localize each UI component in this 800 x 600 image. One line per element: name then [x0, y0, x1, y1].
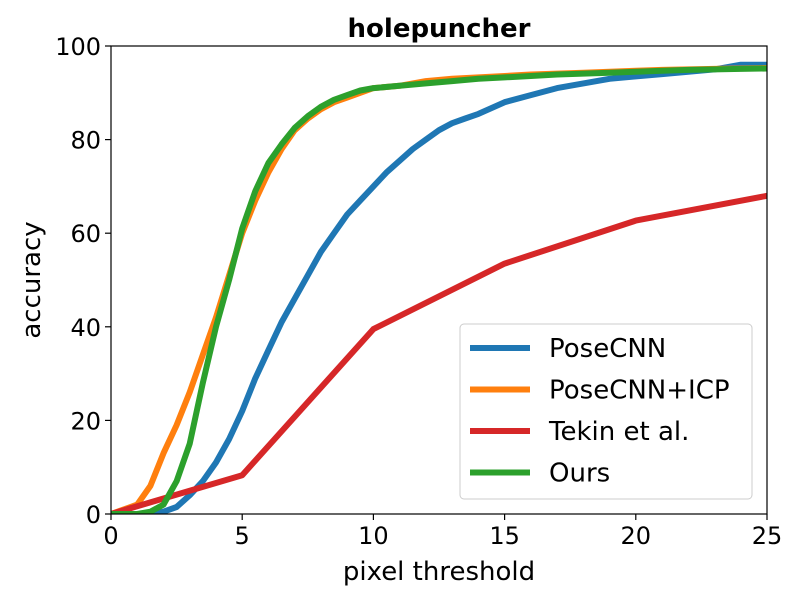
- legend-label: Tekin et al.: [548, 417, 689, 447]
- x-tick-label: 20: [621, 522, 652, 550]
- legend-label: Ours: [549, 459, 610, 489]
- legend: PoseCNN PoseCNN+ICP Tekin et al. Ours: [459, 323, 753, 500]
- legend-box: [459, 323, 753, 500]
- y-tick-label: 0: [86, 501, 101, 529]
- series-line-posecnn: [111, 61, 767, 514]
- y-tick-label: 60: [70, 220, 101, 248]
- x-tick-label: 25: [752, 522, 783, 550]
- y-tick-label: 40: [70, 314, 101, 342]
- series-line-tekin-et-al: [111, 192, 767, 514]
- x-tick-label: 15: [489, 522, 520, 550]
- plot-frame: [110, 45, 768, 515]
- y-axis-ticks: 0 20 40 60 80 100: [55, 33, 111, 529]
- x-axis-label: pixel threshold: [343, 557, 535, 587]
- y-tick-label: 100: [55, 33, 101, 61]
- x-tick-label: 5: [235, 522, 250, 550]
- x-tick-label: 0: [103, 522, 118, 550]
- plot-lines: [111, 61, 767, 514]
- series-line-ours: [111, 65, 767, 514]
- x-tick-label: 10: [358, 522, 389, 550]
- y-tick-label: 80: [70, 127, 101, 155]
- y-tick-label: 20: [70, 407, 101, 435]
- chart-title: holepuncher: [348, 14, 531, 44]
- legend-label: PoseCNN+ICP: [549, 376, 730, 406]
- y-axis-label: accuracy: [17, 221, 47, 338]
- legend-label: PoseCNN: [549, 334, 666, 364]
- x-axis-ticks: 0 5 10 15 20 25: [103, 514, 782, 550]
